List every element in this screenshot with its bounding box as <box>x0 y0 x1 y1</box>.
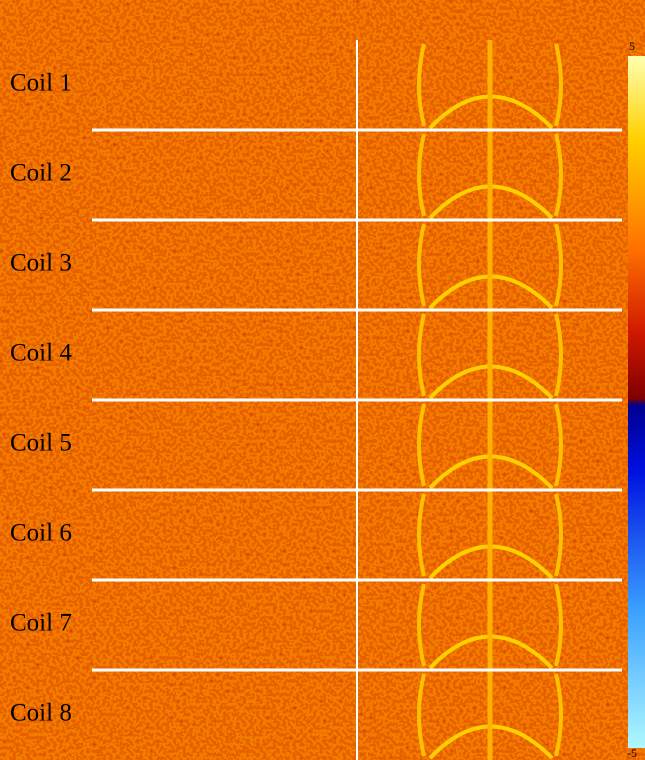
row-label: Coil 3 <box>10 250 72 277</box>
colorbar-tick-label: 5 <box>629 39 635 53</box>
colorbar-tick-label: -5 <box>627 746 637 760</box>
panel-grid: Coil 1 Coil 2 Coil 3 Coil 4 Coil 5 Coil 6 Coil… <box>10 40 622 760</box>
row-label: Coil 1 <box>10 70 72 97</box>
colorbar <box>628 56 645 748</box>
row-label: Coil 5 <box>10 430 72 457</box>
row-label: Coil 7 <box>10 610 72 637</box>
figure: Real Imaginary Coil 1Coil 2Coil 3Coil 4C… <box>0 0 645 760</box>
row-label: Coil 8 <box>10 700 72 727</box>
row-label: Coil 6 <box>10 520 72 547</box>
column-title: Real <box>202 4 246 30</box>
column-title: Imaginary <box>441 8 540 34</box>
row-label: Coil 2 <box>10 160 72 187</box>
row-label: Coil 4 <box>10 340 72 367</box>
